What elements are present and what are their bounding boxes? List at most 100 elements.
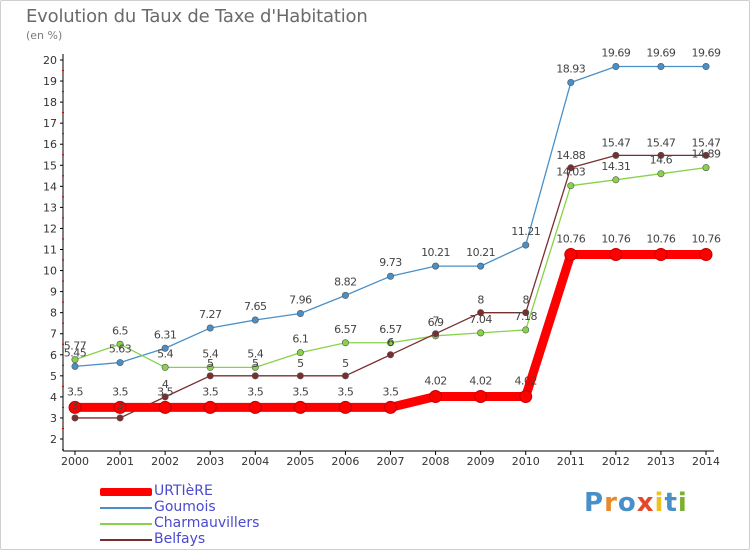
data-label: 3 [117,399,124,412]
x-tick-label: 2003 [196,455,224,468]
data-label: 8.82 [334,275,357,288]
data-point [71,362,79,370]
data-label: 4 [162,378,169,391]
data-label: 19.69 [692,47,721,60]
data-point [386,272,394,280]
data-point [432,330,440,338]
data-label: 5.4 [157,347,173,360]
data-point [341,291,349,299]
data-point [251,363,259,371]
data-point [657,151,665,159]
data-point [203,400,217,414]
legend-swatch-goumois [100,507,152,509]
data-label: 15.47 [601,136,630,149]
y-tick-label: 8 [50,307,57,320]
series-line-goumois [74,65,707,368]
x-tick-label: 2004 [241,455,269,468]
y-tick-label: 6 [50,349,57,362]
legend-label-urtiere: URTIèRE [154,483,213,499]
data-point [567,182,575,190]
legend-label-belfays: Belfays [154,531,206,547]
data-label: 3.5 [112,385,128,398]
data-label: 5 [207,357,214,370]
y-tick-label: 9 [50,286,57,299]
data-point [477,329,485,337]
data-label: 5 [252,357,259,370]
y-tick-label: 12 [43,222,57,235]
data-label: 14.89 [692,148,721,161]
y-tick-label: 15 [43,159,57,172]
data-label: 14.03 [556,166,585,179]
data-label: 3.5 [383,385,399,398]
data-point [341,372,349,380]
y-tick-label: 20 [43,54,57,67]
data-point [702,63,710,71]
y-tick-label: 4 [50,391,57,404]
data-label: 3.5 [292,385,308,398]
data-label: 5.4 [247,347,263,360]
data-label: 6.1 [292,333,308,346]
data-label: 6.57 [334,323,357,336]
data-point [474,389,488,403]
data-label: 3 [72,399,79,412]
y-tick-label: 18 [43,96,57,109]
data-label: 10.76 [556,233,585,246]
data-point [522,326,530,334]
data-label: 6.31 [154,328,177,341]
data-label: 10.76 [646,233,675,246]
y-tick-label: 11 [43,244,57,257]
data-point [116,359,124,367]
data-point [161,363,169,371]
legend-swatch-belfays [100,539,152,541]
data-point [567,164,575,172]
data-label: 15.47 [646,136,675,149]
data-point [432,262,440,270]
x-tick-label: 2002 [151,455,179,468]
data-point [206,324,214,332]
data-point [612,151,620,159]
data-label: 7.18 [514,310,537,323]
data-point [296,310,304,318]
data-label: 14.88 [556,149,585,162]
data-point [429,389,443,403]
data-point [612,63,620,71]
y-tick-label: 10 [43,265,57,278]
data-label: 10.21 [466,246,495,259]
data-label: 5.63 [109,343,132,356]
data-label: 6.57 [379,323,402,336]
legend-label-charmauvillers: Charmauvillers [154,515,260,531]
data-label: 6.9 [428,316,444,329]
data-label: 5.45 [64,346,87,359]
data-label: 3.5 [247,385,263,398]
data-label: 8 [477,294,484,307]
data-label: 6 [387,336,394,349]
data-label: 3.5 [337,385,353,398]
data-label: 5 [342,357,349,370]
y-unit-label: (en %) [26,29,63,42]
y-tick-label: 16 [43,138,57,151]
data-point [386,351,394,359]
data-point [702,151,710,159]
data-point [386,339,394,347]
legend-swatch-urtiere [100,488,152,496]
x-tick-label: 2012 [602,455,630,468]
data-label: 19.69 [601,47,630,60]
data-point [654,248,668,262]
data-label: 10.21 [421,246,450,259]
y-tick-label: 5 [50,370,57,383]
data-label: 4.02 [469,374,492,387]
data-label: 11.21 [511,225,540,238]
chart-title: Evolution du Taux de Taxe d'Habitation [26,6,368,27]
data-point [522,309,530,317]
data-label: 14.6 [650,154,673,167]
x-tick-label: 2010 [512,455,540,468]
data-label: 3.5 [202,385,218,398]
data-label: 4.02 [514,374,537,387]
data-point [567,79,575,87]
data-point [158,400,172,414]
data-label: 19.69 [646,47,675,60]
data-label: 10.76 [601,233,630,246]
y-tick-label: 2 [50,433,57,446]
